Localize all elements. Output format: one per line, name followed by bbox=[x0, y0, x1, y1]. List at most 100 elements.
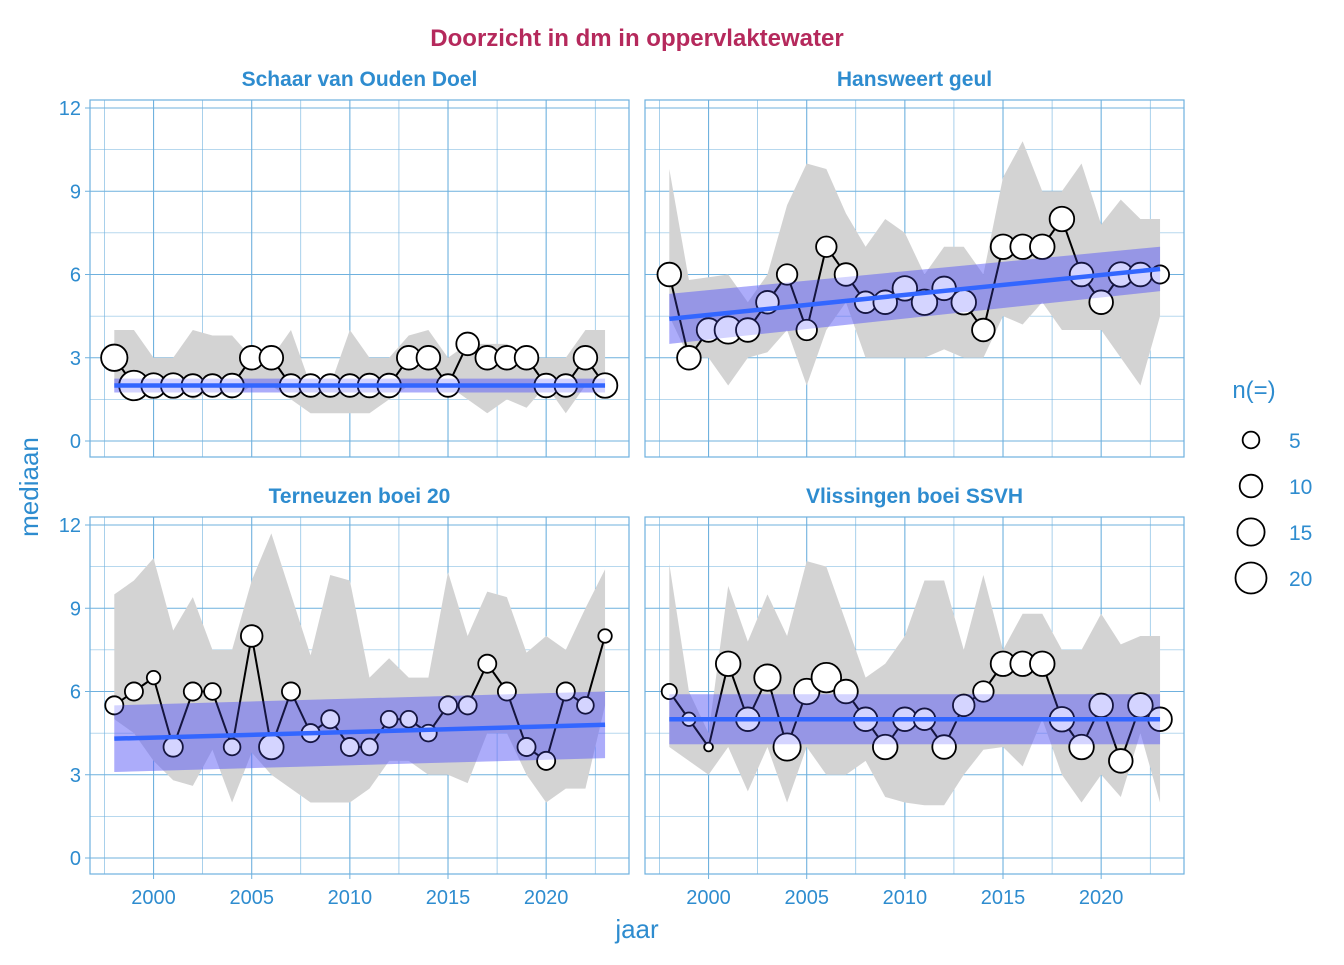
y-tick-label: 12 bbox=[59, 98, 81, 120]
data-point bbox=[513, 345, 540, 371]
y-tick-label: 3 bbox=[70, 765, 81, 787]
data-point bbox=[775, 263, 799, 286]
y-tick-label: 9 bbox=[70, 598, 81, 620]
legend: n(=) 5 10 15 20 bbox=[1232, 377, 1312, 595]
y-tick-label: 12 bbox=[59, 515, 81, 537]
legend-key bbox=[1241, 430, 1261, 450]
data-point bbox=[1108, 748, 1134, 774]
y-tick-label: 3 bbox=[70, 348, 81, 370]
legend-label: 20 bbox=[1289, 568, 1312, 591]
data-point bbox=[772, 732, 802, 762]
data-point bbox=[1029, 233, 1056, 260]
legend-key bbox=[1236, 517, 1266, 547]
data-point bbox=[477, 653, 498, 674]
x-tick-label: 2000 bbox=[686, 887, 731, 909]
x-tick-label: 2010 bbox=[328, 887, 373, 909]
data-point bbox=[281, 681, 301, 702]
data-point bbox=[972, 680, 995, 703]
data-point bbox=[1088, 289, 1114, 315]
data-point bbox=[203, 682, 222, 701]
panel-vlissingen-boei-ssvh: Vlissingen boei SSVH 2000 2005 2010 2015 2020 bbox=[644, 485, 1185, 909]
panel-border bbox=[89, 99, 630, 458]
range-band bbox=[669, 141, 1161, 386]
data-point bbox=[660, 683, 678, 701]
x-tick-label: 2005 bbox=[784, 887, 829, 909]
data-point bbox=[795, 318, 818, 342]
data-point bbox=[516, 737, 537, 757]
x-tick-label: 2020 bbox=[1079, 887, 1124, 909]
data-point bbox=[910, 288, 939, 316]
data-point bbox=[555, 681, 576, 702]
data-point bbox=[379, 709, 399, 729]
data-point bbox=[572, 345, 599, 371]
data-point bbox=[715, 650, 742, 677]
y-axis-label: mediaan bbox=[14, 437, 44, 537]
data-point bbox=[1048, 205, 1076, 233]
data-point bbox=[258, 345, 285, 371]
data-point bbox=[931, 734, 957, 760]
data-point bbox=[455, 331, 480, 357]
panel-strip-title: Vlissingen boei SSVH bbox=[806, 485, 1023, 508]
data-point bbox=[320, 709, 341, 730]
data-point bbox=[576, 696, 595, 715]
data-point bbox=[123, 681, 144, 702]
y-tick-label: 6 bbox=[70, 682, 81, 704]
data-point bbox=[703, 741, 714, 753]
data-point bbox=[360, 737, 379, 757]
y-tick-label: 0 bbox=[70, 431, 81, 453]
data-point bbox=[182, 681, 203, 702]
panel-strip-title: Terneuzen boei 20 bbox=[269, 485, 451, 508]
legend-label: 5 bbox=[1289, 430, 1301, 453]
data-point bbox=[104, 695, 125, 716]
data-point bbox=[100, 343, 129, 372]
data-point bbox=[971, 317, 996, 343]
data-point bbox=[415, 345, 442, 371]
legend-key bbox=[1238, 473, 1264, 499]
panel-schaar-van-ouden-doel: Schaar van Ouden Doel 0 3 6 9 12 bbox=[59, 68, 630, 458]
data-point bbox=[872, 733, 899, 761]
data-point bbox=[1068, 733, 1095, 761]
y-tick-label: 6 bbox=[70, 265, 81, 287]
chart-title: Doorzicht in dm in oppervlaktewater bbox=[430, 25, 843, 52]
data-point bbox=[496, 681, 517, 702]
data-point bbox=[656, 261, 683, 288]
trend-line bbox=[669, 266, 1161, 322]
data-point bbox=[145, 669, 162, 686]
data-point bbox=[952, 693, 976, 718]
panel-border bbox=[89, 516, 630, 875]
data-point bbox=[536, 750, 557, 771]
data-point bbox=[399, 709, 419, 729]
legend-key bbox=[1234, 561, 1268, 595]
data-point bbox=[753, 663, 782, 692]
x-axis-label: jaar bbox=[614, 914, 659, 944]
data-point bbox=[597, 628, 613, 644]
panel-strip-title: Schaar van Ouden Doel bbox=[242, 68, 478, 91]
x-tick-label: 2020 bbox=[524, 887, 569, 909]
data-point bbox=[815, 235, 838, 258]
panel-border bbox=[644, 516, 1185, 875]
x-tick-label: 2015 bbox=[981, 887, 1026, 909]
trend-line bbox=[114, 722, 606, 741]
data-point bbox=[833, 678, 859, 705]
legend-title: n(=) bbox=[1232, 377, 1275, 404]
data-point bbox=[833, 262, 859, 287]
x-tick-label: 2000 bbox=[131, 887, 176, 909]
y-tick-label: 0 bbox=[70, 848, 81, 870]
data-point bbox=[438, 695, 458, 716]
legend-label: 10 bbox=[1289, 476, 1312, 499]
data-point bbox=[676, 345, 702, 371]
panel-strip-title: Hansweert geul bbox=[837, 68, 992, 91]
legend-label: 15 bbox=[1289, 522, 1312, 545]
data-point bbox=[1029, 650, 1056, 677]
data-point bbox=[240, 624, 264, 648]
data-point bbox=[810, 661, 843, 694]
data-point bbox=[339, 737, 360, 757]
x-tick-label: 2005 bbox=[229, 887, 274, 909]
panel-hansweert-geul: Hansweert geul bbox=[644, 68, 1185, 458]
data-point bbox=[735, 317, 761, 343]
x-tick-label: 2015 bbox=[426, 887, 471, 909]
panel-terneuzen-boei-20: Terneuzen boei 20 0 3 6 9 12 2000 2005 2010 2015 2… bbox=[59, 485, 630, 909]
data-point bbox=[457, 695, 478, 716]
